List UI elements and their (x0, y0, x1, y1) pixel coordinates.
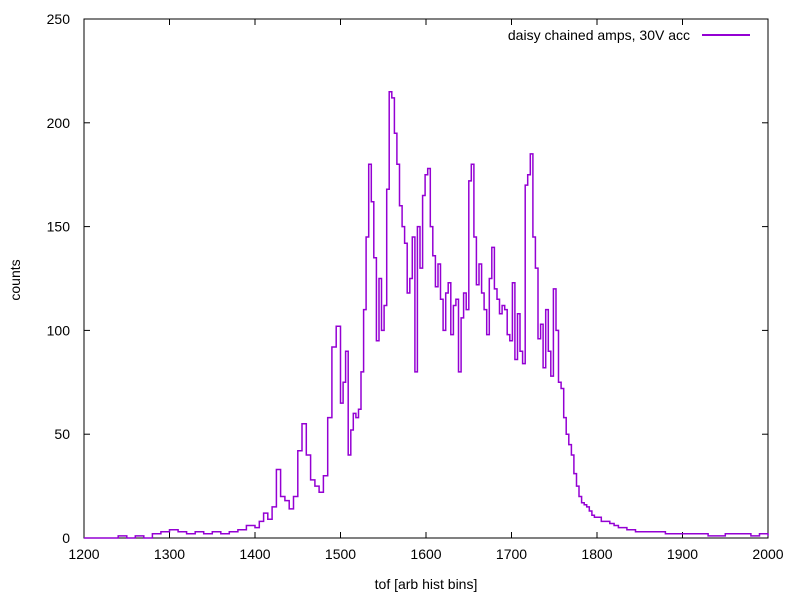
y-tick-label: 200 (47, 115, 71, 131)
x-tick-label: 1700 (496, 546, 527, 562)
legend: daisy chained amps, 30V acc (508, 27, 750, 43)
legend-label: daisy chained amps, 30V acc (508, 27, 690, 43)
y-tick-label: 150 (47, 219, 71, 235)
x-tick-label: 1500 (325, 546, 356, 562)
plot-border (83, 18, 769, 539)
y-axis-title: counts (7, 259, 23, 300)
y-tick-label: 250 (47, 11, 71, 27)
x-tick-label: 2000 (752, 546, 783, 562)
x-tick-label: 1200 (68, 546, 99, 562)
x-axis-title: tof [arb hist bins] (375, 576, 478, 592)
y-tick-label: 0 (62, 530, 70, 546)
x-tick-label: 1400 (239, 546, 270, 562)
x-tick-label: 1900 (667, 546, 698, 562)
x-tick-label: 1800 (581, 546, 612, 562)
x-tick-label: 1300 (154, 546, 185, 562)
y-tick-label: 100 (47, 322, 71, 338)
y-tick-labels: 0 50 100 150 200 250 (47, 11, 71, 546)
series-line (84, 90, 769, 539)
x-tick-label: 1600 (410, 546, 441, 562)
axis-ticks (83, 18, 769, 539)
x-tick-labels: 1200 1300 1400 1500 1600 1700 1800 1900 2000 (68, 546, 783, 562)
y-tick-label: 50 (54, 426, 70, 442)
